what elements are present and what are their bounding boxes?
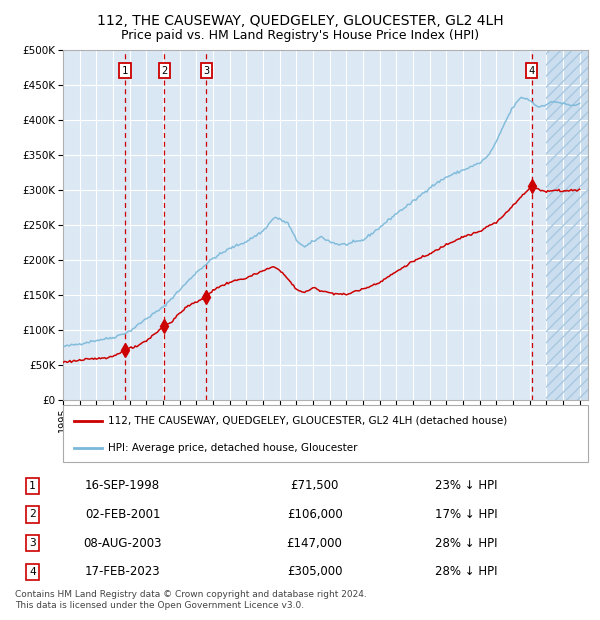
Text: 23% ↓ HPI: 23% ↓ HPI xyxy=(435,479,497,492)
Bar xyxy=(125,50,164,400)
Text: 1: 1 xyxy=(29,481,36,491)
Text: This data is licensed under the Open Government Licence v3.0.: This data is licensed under the Open Gov… xyxy=(15,601,304,611)
Text: Price paid vs. HM Land Registry's House Price Index (HPI): Price paid vs. HM Land Registry's House … xyxy=(121,29,479,42)
Text: 4: 4 xyxy=(29,567,36,577)
Text: £147,000: £147,000 xyxy=(287,536,343,549)
Text: 28% ↓ HPI: 28% ↓ HPI xyxy=(435,536,497,549)
Text: £106,000: £106,000 xyxy=(287,508,343,521)
Text: 1: 1 xyxy=(122,66,128,76)
Text: 3: 3 xyxy=(29,538,36,548)
Text: 17-FEB-2023: 17-FEB-2023 xyxy=(85,565,160,578)
Text: 112, THE CAUSEWAY, QUEDGELEY, GLOUCESTER, GL2 4LH: 112, THE CAUSEWAY, QUEDGELEY, GLOUCESTER… xyxy=(97,14,503,28)
Text: 112, THE CAUSEWAY, QUEDGELEY, GLOUCESTER, GL2 4LH (detached house): 112, THE CAUSEWAY, QUEDGELEY, GLOUCESTER… xyxy=(107,416,507,426)
Text: 02-FEB-2001: 02-FEB-2001 xyxy=(85,508,160,521)
Text: 3: 3 xyxy=(203,66,209,76)
Text: 2: 2 xyxy=(161,66,167,76)
Text: 28% ↓ HPI: 28% ↓ HPI xyxy=(435,565,497,578)
Text: £305,000: £305,000 xyxy=(287,565,343,578)
Bar xyxy=(63,50,125,400)
Text: Contains HM Land Registry data © Crown copyright and database right 2024.: Contains HM Land Registry data © Crown c… xyxy=(15,590,367,600)
Text: 4: 4 xyxy=(529,66,535,76)
Bar xyxy=(164,50,206,400)
Bar xyxy=(547,50,588,400)
Text: 16-SEP-1998: 16-SEP-1998 xyxy=(85,479,160,492)
Text: 08-AUG-2003: 08-AUG-2003 xyxy=(83,536,162,549)
Bar xyxy=(547,50,588,400)
Text: £71,500: £71,500 xyxy=(290,479,339,492)
Text: 2: 2 xyxy=(29,510,36,520)
Text: HPI: Average price, detached house, Gloucester: HPI: Average price, detached house, Glou… xyxy=(107,443,357,453)
Text: 17% ↓ HPI: 17% ↓ HPI xyxy=(434,508,497,521)
